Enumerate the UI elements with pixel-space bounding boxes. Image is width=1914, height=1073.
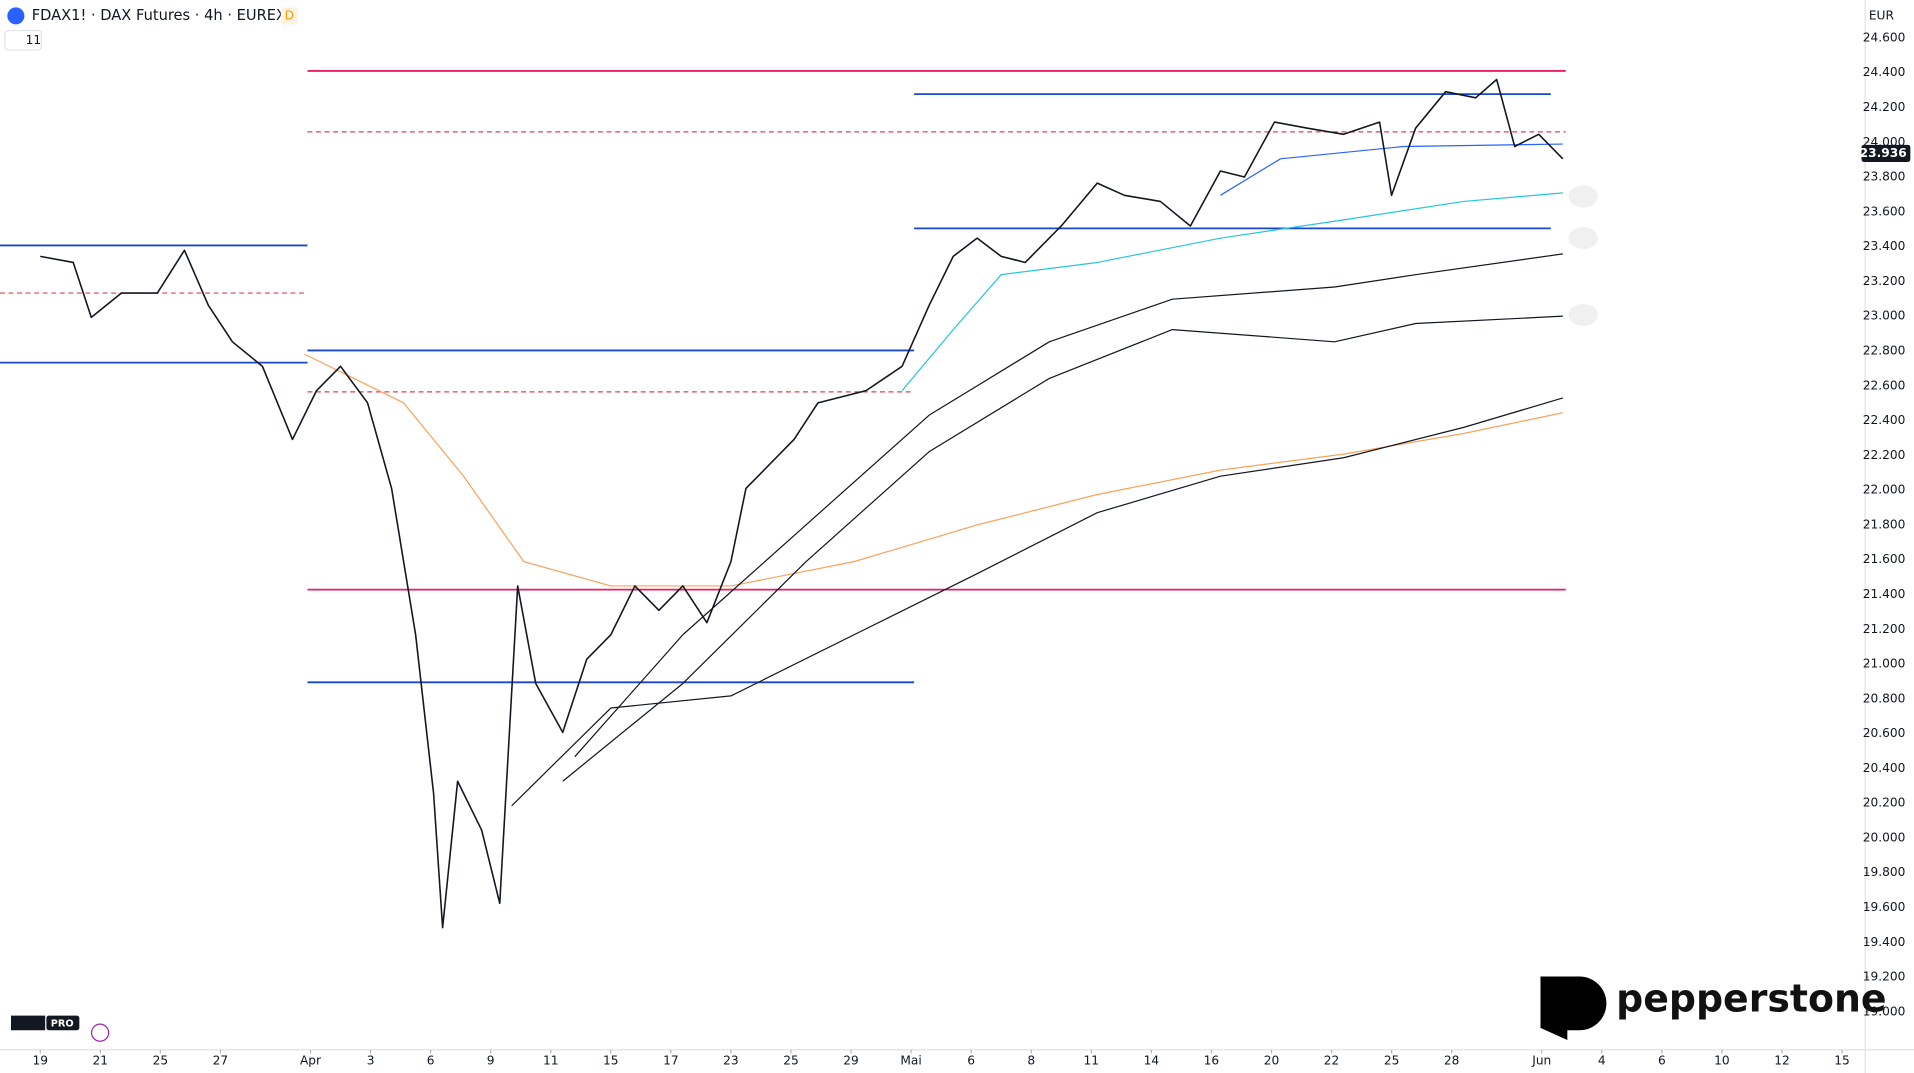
x-tick-label: 21 (93, 1053, 109, 1067)
x-tick-label: 8 (1027, 1053, 1035, 1067)
y-tick-label: 19.200 (1863, 970, 1906, 984)
x-tick-label: 19 (32, 1053, 48, 1067)
indicator-toggle[interactable] (4, 29, 43, 51)
badge-bg (280, 7, 298, 25)
y-tick-label: 23.000 (1863, 309, 1906, 323)
y-tick-label: 23.800 (1863, 170, 1906, 184)
y-tick-label: 22.200 (1863, 448, 1906, 462)
marker (1568, 185, 1598, 208)
x-tick-label: 11 (543, 1053, 559, 1067)
tv-logo: PRO (10, 1015, 110, 1042)
y-tick-label: 19.600 (1863, 900, 1906, 914)
x-tick-label: 6 (427, 1053, 435, 1067)
indicator-count[interactable]: 11 (26, 33, 42, 47)
y-tick-label: 20.000 (1863, 830, 1906, 844)
y-tick-label: 19.400 (1863, 935, 1906, 949)
y-tick-label: 20.600 (1863, 726, 1906, 740)
currency[interactable]: EUR (1869, 8, 1895, 22)
y-tick-label: 24.200 (1863, 100, 1906, 114)
y-tick-label: 20.200 (1863, 796, 1906, 810)
y-tick-label: 20.400 (1863, 761, 1906, 775)
pro-bg (46, 1015, 80, 1031)
chart-title: FDAX1! · DAX Futures · 4h · EUREX (32, 7, 286, 24)
last-price-bg (1861, 144, 1911, 162)
x-tick-label: 14 (1144, 1053, 1160, 1067)
x-tick-label: 28 (1444, 1053, 1460, 1067)
series-line (40, 78, 1564, 929)
x-tick-label: 22 (1324, 1053, 1340, 1067)
x-tick-label: 20 (1264, 1053, 1280, 1067)
x-tick-label: 29 (843, 1053, 859, 1067)
y-tick-label: 22.600 (1863, 378, 1906, 392)
series-line (574, 253, 1563, 758)
y-tick-label: 21.400 (1863, 587, 1906, 601)
y-tick-label: 22.400 (1863, 413, 1906, 427)
plot (0, 70, 1566, 929)
x-tick-label: 6 (967, 1053, 975, 1067)
series-line (304, 353, 1563, 587)
last-price-label: 23.936 (1860, 146, 1907, 160)
y-tick-label: 20.800 (1863, 691, 1906, 705)
x-tick-label: Jun (1531, 1053, 1551, 1067)
y-tick-label: 21.200 (1863, 622, 1906, 636)
y-tick-label: 23.400 (1863, 239, 1906, 253)
price-axis: 19.000 19.200 19.400 19.600 19.800 20.000 20.2… (1860, 30, 1911, 1018)
x-tick-label: 6 (1658, 1053, 1666, 1067)
x-tick-label: Apr (300, 1053, 322, 1067)
marker (1568, 227, 1598, 250)
y-tick-label: 24.400 (1863, 65, 1906, 79)
marker (1568, 303, 1598, 326)
x-tick-label: 10 (1714, 1053, 1730, 1067)
y-tick-label: 21.600 (1863, 552, 1906, 566)
replay-icon[interactable] (90, 1023, 110, 1042)
y-tick-label: 23.600 (1863, 204, 1906, 218)
x-tick-label: 25 (153, 1053, 169, 1067)
y-tick-label: 21.000 (1863, 657, 1906, 671)
series-line (901, 192, 1563, 392)
x-tick-label: 11 (1084, 1053, 1100, 1067)
x-tick-label: 25 (1384, 1053, 1400, 1067)
time-axis: 19 21 25 27 Apr 3 6 9 11 15 17 23 25 29 Mai 6 8 11 14 16 20 2… (32, 1049, 1850, 1067)
watermark-text: pepperstone (1616, 976, 1886, 1020)
watermark: pepperstone (1540, 976, 1887, 1041)
x-tick-label: 12 (1774, 1053, 1790, 1067)
x-tick-label: 27 (213, 1053, 229, 1067)
pepperstone-mark (1540, 976, 1607, 1041)
symbol-icon (7, 7, 25, 25)
y-tick-label: 23.200 (1863, 274, 1906, 288)
y-tick-label: 22.000 (1863, 483, 1906, 497)
badge: D (285, 8, 294, 22)
x-tick-label: 9 (487, 1053, 495, 1067)
x-tick-label: 4 (1598, 1053, 1606, 1067)
x-tick-label: 17 (663, 1053, 679, 1067)
y-tick-label: 24.600 (1863, 30, 1906, 44)
y-tick-label: 19.800 (1863, 865, 1906, 879)
y-tick-label: 22.800 (1863, 343, 1906, 357)
tv-mark (10, 1015, 46, 1031)
x-tick-label: 16 (1204, 1053, 1220, 1067)
series-line (1220, 143, 1563, 196)
series-line (511, 397, 1563, 807)
x-tick-label: 3 (367, 1053, 375, 1067)
x-tick-label: 23 (723, 1053, 739, 1067)
x-tick-label: Mai (900, 1053, 921, 1067)
pro-label: PRO (51, 1019, 74, 1030)
x-tick-label: 25 (783, 1053, 799, 1067)
series-line (562, 315, 1563, 782)
y-tick-label: 19.000 (1863, 1004, 1906, 1018)
y-tick-label: 21.800 (1863, 517, 1906, 531)
x-tick-label: 15 (603, 1053, 619, 1067)
x-tick-label: 15 (1834, 1053, 1850, 1067)
